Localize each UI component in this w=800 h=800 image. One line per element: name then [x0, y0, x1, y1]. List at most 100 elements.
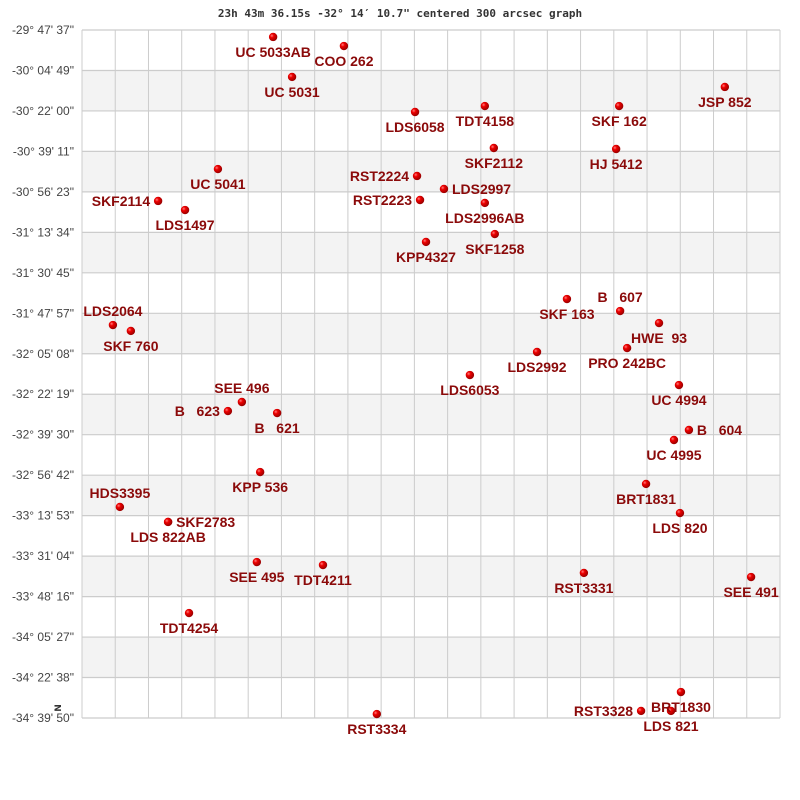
star-label: SKF 163 — [539, 306, 594, 322]
y-tick-label: -34° 39' 50" — [12, 711, 74, 725]
y-tick-label: -32° 39' 30" — [12, 428, 74, 442]
star-label: LDS6053 — [440, 382, 499, 398]
star-point — [465, 370, 475, 380]
star-point — [115, 502, 125, 512]
y-tick-label: -32° 22' 19" — [12, 387, 74, 401]
star-point — [746, 572, 756, 582]
y-tick-label: -34° 22' 38" — [12, 671, 74, 685]
star-label: UC 5033AB — [235, 44, 310, 60]
y-tick-label: -30° 56' 23" — [12, 185, 74, 199]
row-band — [82, 313, 780, 354]
star-point — [675, 508, 685, 518]
star-point — [720, 82, 730, 92]
y-tick-label: -32° 56' 42" — [12, 468, 74, 482]
star-label: KPP 536 — [232, 479, 288, 495]
star-point — [532, 347, 542, 357]
star-point — [622, 343, 632, 353]
star-point — [614, 101, 624, 111]
star-point — [674, 380, 684, 390]
star-point — [480, 198, 490, 208]
star-label: SEE 496 — [214, 380, 269, 396]
chart-title: 23h 43m 36.15s -32° 14′ 10.7" centered 3… — [218, 7, 582, 20]
star-label: LDS6058 — [385, 119, 444, 135]
star-point — [421, 237, 431, 247]
star-point — [666, 706, 676, 716]
star-label: B 607 — [598, 289, 643, 305]
star-point — [480, 101, 490, 111]
star-label: PRO 242BC — [588, 355, 666, 371]
star-point — [562, 294, 572, 304]
row-bands — [82, 70, 780, 678]
star-point — [615, 306, 625, 316]
star-point — [126, 326, 136, 336]
star-label: HJ 5412 — [590, 156, 643, 172]
star-label: LDS 821 — [643, 718, 698, 734]
y-tick-label: -30° 04' 49" — [12, 63, 74, 77]
star-label: TDT4254 — [160, 620, 219, 636]
y-axis-tick-labels: -29° 47' 37" -30° 04' 49" -30° 22' 00" -30°… — [12, 23, 74, 725]
grid-lines — [81, 29, 781, 719]
y-tick-label: -30° 22' 00" — [12, 104, 74, 118]
star-label: LDS 822AB — [130, 529, 205, 545]
star-label: SKF1258 — [465, 241, 524, 257]
y-tick-label: -31° 13' 34" — [12, 225, 74, 239]
star-label: HWE 93 — [631, 330, 687, 346]
star-label: B 623 — [175, 403, 220, 419]
star-point — [255, 467, 265, 477]
star-point — [669, 435, 679, 445]
star-point — [223, 406, 233, 416]
y-tick-label: -33° 31' 04" — [12, 549, 74, 563]
y-tick-label: -32° 05' 08" — [12, 347, 74, 361]
star-point — [180, 205, 190, 215]
star-label: SKF 760 — [103, 338, 158, 354]
star-label: B 621 — [255, 420, 300, 436]
star-point — [641, 479, 651, 489]
star-label: LDS 820 — [652, 520, 707, 536]
star-label: UC 5031 — [264, 84, 319, 100]
star-label: BRT1831 — [616, 491, 676, 507]
row-band — [82, 394, 780, 435]
star-label: SKF 162 — [592, 113, 647, 129]
star-label: LDS2997 — [452, 181, 511, 197]
star-label: UC 4995 — [646, 447, 701, 463]
y-tick-label: -34° 05' 27" — [12, 630, 74, 644]
star-point — [489, 143, 499, 153]
star-label: TDT4158 — [456, 113, 515, 129]
star-point — [415, 195, 425, 205]
star-point — [339, 41, 349, 51]
star-point — [184, 608, 194, 618]
star-point — [439, 184, 449, 194]
y-tick-label: -33° 48' 16" — [12, 590, 74, 604]
star-label: RST3328 — [574, 703, 633, 719]
star-point — [410, 107, 420, 117]
star-point — [213, 164, 223, 174]
star-label: B 604 — [697, 422, 742, 438]
star-label: UC 5041 — [190, 176, 245, 192]
star-point — [654, 318, 664, 328]
star-label: RST3331 — [554, 580, 613, 596]
star-point — [412, 171, 422, 181]
star-point — [287, 72, 297, 82]
star-point — [272, 408, 282, 418]
star-point — [108, 320, 118, 330]
star-points — [108, 32, 756, 719]
star-label: LDS2996AB — [445, 210, 524, 226]
star-label: SEE 495 — [229, 569, 284, 585]
star-label: RST3334 — [347, 721, 406, 737]
star-label: RST2224 — [350, 168, 409, 184]
star-label: KPP4327 — [396, 249, 456, 265]
star-label: BRT1830 — [651, 699, 711, 715]
star-label: TDT4211 — [294, 572, 352, 588]
star-label: SKF2114 — [92, 193, 151, 209]
star-point — [268, 32, 278, 42]
star-label: RST2223 — [353, 192, 412, 208]
star-point — [579, 568, 589, 578]
star-label: JSP 852 — [698, 94, 752, 110]
row-band — [82, 556, 780, 597]
y-tick-label: -31° 30' 45" — [12, 266, 74, 280]
star-point — [636, 706, 646, 716]
star-point — [676, 687, 686, 697]
star-point — [252, 557, 262, 567]
